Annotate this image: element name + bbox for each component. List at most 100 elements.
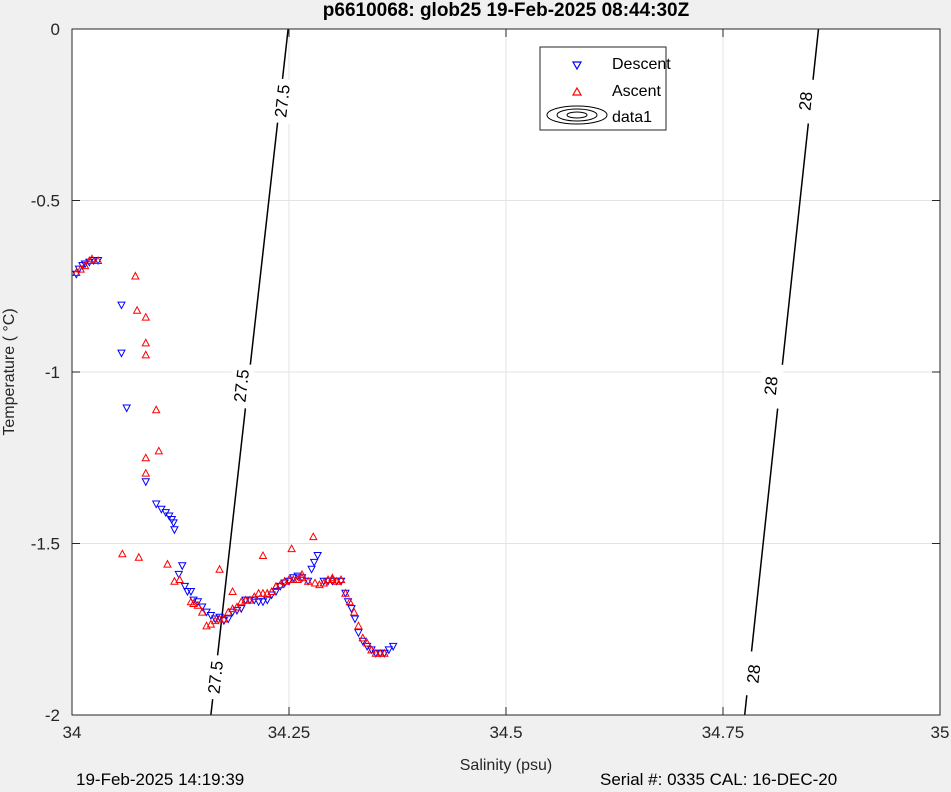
data-point — [271, 581, 281, 590]
data-point — [151, 500, 161, 509]
data-point — [80, 261, 90, 270]
legend-data1-label: data1 — [612, 109, 652, 126]
data-point — [289, 574, 298, 583]
data-point — [141, 468, 151, 477]
series-ascent — [72, 254, 389, 657]
data-point — [170, 576, 179, 585]
contour-label-gap — [268, 77, 296, 125]
data-point — [193, 598, 203, 607]
data-point — [117, 301, 126, 310]
data-point — [241, 595, 250, 604]
data-point — [336, 577, 346, 586]
data-point — [163, 559, 172, 568]
data-point — [74, 265, 84, 274]
x-axis-label: Salinity (psu) — [460, 757, 552, 774]
legend-descent-label: Descent — [612, 56, 671, 73]
data-point — [309, 558, 319, 567]
data-point — [186, 588, 196, 597]
data-point — [362, 638, 372, 647]
contour-label-gap — [792, 77, 819, 125]
data-point — [215, 564, 224, 573]
y-tick-label: -0.5 — [31, 192, 60, 211]
data-point — [72, 270, 81, 279]
data-point — [219, 614, 229, 623]
data-point — [122, 404, 132, 413]
legend-ascent-marker — [571, 86, 583, 96]
contour-label: 27.5 — [204, 660, 227, 695]
data-point — [189, 598, 198, 608]
data-point — [287, 544, 296, 553]
density-contours: 27.5 27.5 27.5 28 28 28 — [201, 28, 820, 716]
data-point — [345, 597, 355, 606]
y-axis-ticks: 0 -0.5 -1 -1.5 -2 — [31, 20, 940, 725]
data-point — [258, 550, 268, 560]
legend-box — [539, 46, 667, 131]
data-point — [354, 629, 363, 638]
data-point — [174, 570, 184, 579]
x-tick-label: 34.75 — [702, 723, 745, 742]
data-point — [118, 549, 127, 558]
data-point — [80, 260, 90, 269]
data-point — [262, 596, 272, 605]
data-point — [93, 255, 103, 265]
data-point — [354, 621, 363, 630]
data-point — [289, 574, 298, 584]
data-point — [254, 588, 263, 597]
footer-timestamp: 19-Feb-2025 14:19:39 — [76, 770, 245, 789]
data-point — [258, 588, 268, 597]
contour-label: 28 — [795, 91, 816, 112]
data-point — [275, 582, 285, 591]
data-point — [131, 271, 140, 280]
data-point — [310, 578, 320, 587]
data-point — [117, 349, 126, 358]
legend-descent-marker — [571, 61, 583, 71]
data-point — [141, 350, 151, 359]
data-point — [271, 588, 281, 597]
contour-label: 28 — [743, 663, 764, 684]
data-point — [151, 405, 161, 414]
data-point — [371, 648, 381, 657]
data-point — [223, 615, 233, 624]
data-point — [175, 574, 184, 584]
data-point — [215, 614, 224, 623]
data-point — [347, 605, 356, 614]
data-point — [349, 607, 359, 616]
y-tick-label: 0 — [51, 20, 60, 39]
data-point — [141, 478, 151, 487]
x-tick-label: 34.25 — [268, 723, 311, 742]
contour-label-gap — [201, 654, 229, 701]
data-point — [267, 586, 276, 596]
data-point — [197, 607, 207, 616]
data-point — [232, 602, 242, 611]
data-point — [380, 648, 389, 657]
data-point — [336, 574, 346, 584]
contour-label-gap — [757, 362, 785, 409]
data-point — [141, 338, 151, 347]
data-point — [341, 588, 350, 597]
contour-label: 27.5 — [230, 368, 253, 403]
data-point — [297, 569, 307, 578]
data-point — [307, 565, 316, 574]
data-point — [177, 562, 187, 571]
data-point — [154, 446, 164, 455]
data-point — [180, 582, 190, 591]
legend[interactable]: Descent Ascent data1 — [539, 46, 671, 131]
data-point — [228, 586, 237, 596]
data-point — [228, 608, 237, 617]
data-point — [258, 598, 268, 607]
grid-lines — [72, 29, 940, 715]
y-axis-label: Temperature ( °C) — [1, 308, 18, 435]
data-point — [350, 615, 360, 624]
data-point — [280, 579, 289, 588]
data-point — [141, 453, 151, 462]
data-point — [303, 576, 313, 585]
data-point — [343, 598, 353, 607]
data-point — [170, 526, 179, 535]
contour-label: 27.5 — [271, 84, 294, 119]
data-point — [210, 615, 220, 624]
contour-label-gap — [740, 650, 767, 697]
data-point — [358, 637, 368, 646]
data-point — [134, 552, 144, 561]
